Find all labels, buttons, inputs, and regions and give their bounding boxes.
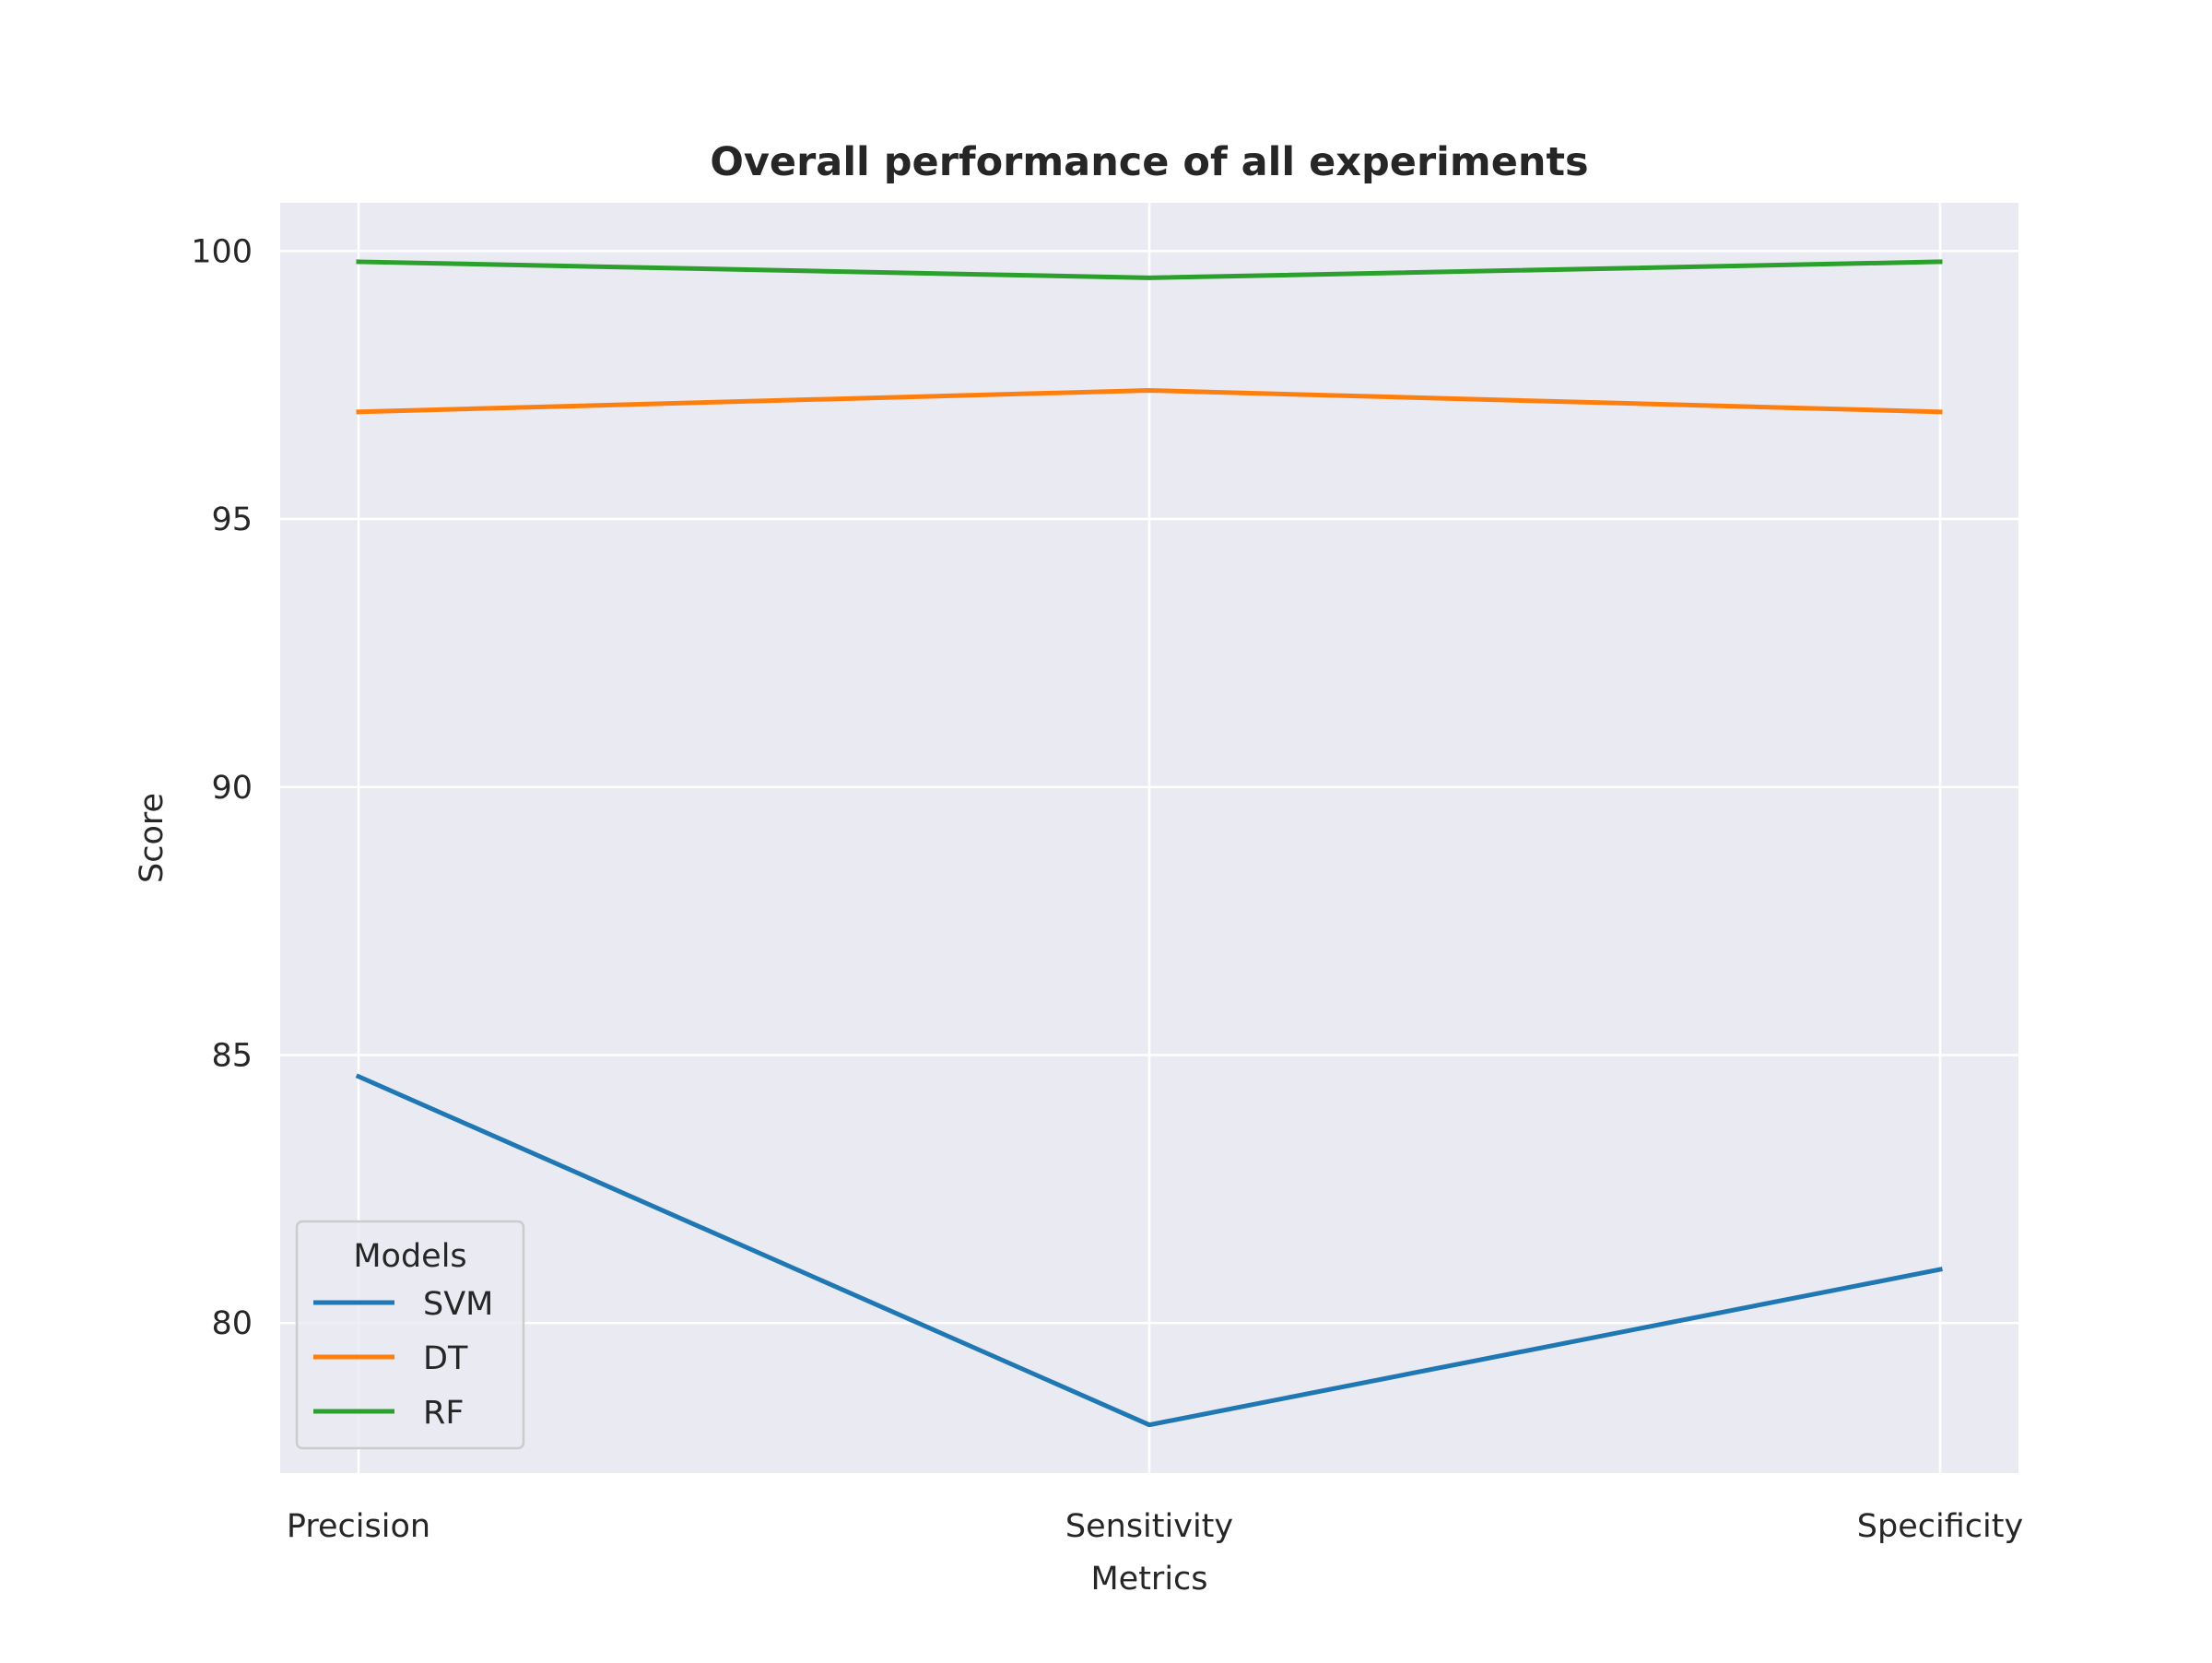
chart-title: Overall performance of all experiments bbox=[710, 139, 1588, 185]
series-line-svm bbox=[355, 1073, 1943, 1428]
legend-items: SVM DT RF bbox=[313, 1286, 493, 1432]
y-tick-label: 95 bbox=[211, 501, 253, 538]
legend-label: DT bbox=[423, 1340, 468, 1377]
legend-box bbox=[295, 1220, 525, 1450]
y-tick-label: 90 bbox=[211, 770, 253, 807]
legend-title: Models bbox=[353, 1238, 466, 1275]
series-line-rf bbox=[356, 259, 1943, 280]
legend: Models SVM DT RF bbox=[295, 1220, 525, 1450]
y-tick-label: 85 bbox=[211, 1037, 253, 1074]
series-lines bbox=[355, 259, 1943, 1428]
x-tick-label: Precision bbox=[287, 1508, 430, 1545]
x-tick-label: Sensitivity bbox=[1065, 1508, 1233, 1545]
x-tick-labels: Precision Sensitivity Specificity bbox=[287, 1508, 2023, 1545]
grid-lines bbox=[280, 203, 2018, 1473]
x-axis-label: Metrics bbox=[1090, 1561, 1207, 1598]
y-tick-label: 100 bbox=[191, 233, 253, 270]
legend-label: RF bbox=[423, 1395, 464, 1432]
series-line-dt bbox=[356, 388, 1943, 415]
legend-label: SVM bbox=[423, 1286, 493, 1323]
y-tick-labels: 80 85 90 95 100 bbox=[191, 233, 253, 1342]
y-tick-label: 80 bbox=[211, 1305, 253, 1342]
y-axis-label: Score bbox=[134, 793, 171, 883]
x-tick-label: Specificity bbox=[1857, 1508, 2023, 1545]
